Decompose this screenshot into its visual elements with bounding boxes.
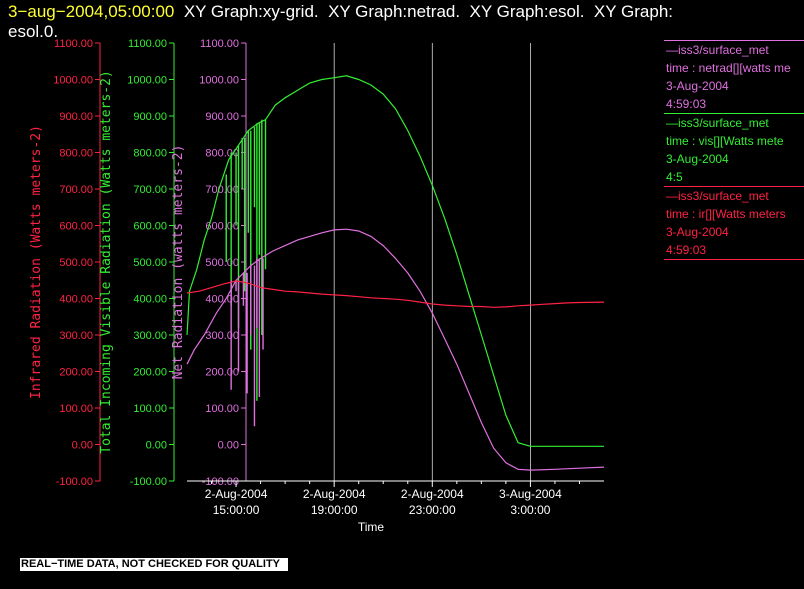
- y-tick-label: 800.00: [205, 148, 239, 160]
- y-tick-label: 1100.00: [200, 38, 239, 50]
- x-tick-label: 2-Aug-2004 19:00:00: [303, 487, 366, 517]
- y-tick-label: 700.00: [59, 184, 93, 196]
- y-tick-label: -100.00: [202, 476, 239, 488]
- y-tick-label: 500.00: [59, 257, 93, 269]
- x-tick-label: 2-Aug-2004 23:00:00: [401, 487, 464, 517]
- series-line-ir: [186, 280, 605, 308]
- y-tick-label: 500.00: [133, 257, 167, 269]
- y-axis-label-2: Net Radiation (watts meters-2): [171, 145, 186, 380]
- y-tick-label: 900.00: [205, 111, 239, 123]
- legend-line: time : vis[][Watts mete: [666, 134, 784, 148]
- y-tick-label: 700.00: [133, 184, 167, 196]
- legend-line: 3-Aug-2004: [666, 79, 729, 93]
- y-tick-label: 1000.00: [127, 75, 167, 87]
- y-tick-label: 500.00: [205, 257, 239, 269]
- graph-title: 3−aug−2004,05:00:00 XY Graph:xy-grid. XY…: [8, 2, 798, 42]
- axes-layer: -100.00 0.00 100.00 200.00 300.00 400.00 500.0…: [29, 38, 247, 488]
- y-tick-label: 1000.00: [53, 75, 93, 87]
- y-tick-label: -100.00: [130, 476, 167, 488]
- legend-divider: [664, 259, 804, 260]
- y-tick-label: 800.00: [133, 148, 167, 160]
- y-tick-label: 0.00: [218, 440, 239, 452]
- x-axis-label: Time: [358, 520, 385, 534]
- y-tick-label: 1100.00: [128, 38, 167, 50]
- legend-line: —iss3/surface_met: [666, 116, 769, 130]
- x-axis: 2-Aug-2004 15:00:00 2-Aug-2004 19:00:00 2-Au…: [187, 480, 604, 534]
- x-tick-label: 2-Aug-2004 15:00:00: [205, 487, 268, 517]
- y-tick-label: 900.00: [59, 111, 93, 123]
- y-tick-label: 800.00: [59, 148, 93, 160]
- legend-line: 4:59:03: [666, 243, 707, 257]
- y-tick-label: 200.00: [59, 367, 93, 379]
- y-tick-label: 300.00: [205, 330, 239, 342]
- y-tick-label: 100.00: [59, 403, 93, 415]
- title-timestamp: 3−aug−2004,05:00:00: [8, 2, 175, 21]
- y-tick-label: 400.00: [59, 294, 93, 306]
- grid-layer: [333, 43, 531, 481]
- legend-line: —iss3/surface_met: [666, 189, 769, 203]
- y-tick-label: 100.00: [133, 403, 167, 415]
- y-tick-label: 300.00: [59, 330, 93, 342]
- legend-line: time : ir[][Watts meters: [666, 207, 786, 221]
- y-tick-label: 900.00: [133, 111, 167, 123]
- y-tick-label: 600.00: [59, 221, 93, 233]
- series-line-vis: [186, 75, 604, 447]
- y-axis-label-1: Total Incoming Visible Radiation (Watts …: [99, 70, 114, 454]
- legend-line: 3-Aug-2004: [666, 152, 729, 166]
- y-tick-label: 200.00: [133, 367, 167, 379]
- y-tick-label: 700.00: [205, 184, 239, 196]
- y-tick-label: 100.00: [205, 403, 239, 415]
- y-tick-label: 1000.00: [199, 75, 239, 87]
- quality-disclaimer: REAL−TIME DATA, NOT CHECKED FOR QUALITY: [20, 558, 289, 571]
- y-tick-label: 300.00: [133, 330, 167, 342]
- legend-line: 3-Aug-2004: [666, 225, 729, 239]
- title-graph-list: XY Graph:xy-grid. XY Graph:netrad. XY Gr…: [8, 2, 674, 41]
- y-axis-label-0: Infrared Radiation (Watts meters-2): [29, 125, 44, 399]
- y-tick-label: 0.00: [72, 440, 93, 452]
- legend-line: 4:5: [666, 170, 683, 184]
- legend-line: time : netrad[][watts me: [666, 61, 791, 75]
- y-tick-label: 400.00: [133, 294, 167, 306]
- y-tick-label: 200.00: [205, 367, 239, 379]
- y-tick-label: 0.00: [146, 440, 167, 452]
- series-layer: [186, 75, 605, 471]
- y-tick-label: 600.00: [133, 221, 167, 233]
- legend-line: 4:59:03: [666, 97, 707, 111]
- series-line-netrad: [186, 228, 605, 471]
- legend-line: —iss3/surface_met: [666, 43, 769, 57]
- y-tick-label: 1100.00: [54, 38, 93, 50]
- y-tick-label: -100.00: [56, 476, 93, 488]
- x-tick-label: 3-Aug-2004 3:00:00: [499, 487, 562, 517]
